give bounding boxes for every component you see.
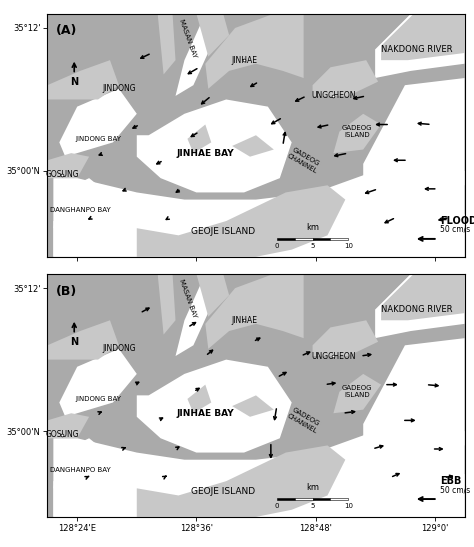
Text: UNGCHEON: UNGCHEON: [311, 352, 356, 360]
Text: JINDONG: JINDONG: [102, 84, 136, 93]
Text: NAKDONG RIVER: NAKDONG RIVER: [381, 45, 453, 54]
Text: JINHAE: JINHAE: [231, 56, 257, 65]
Text: km: km: [306, 483, 319, 492]
Polygon shape: [333, 374, 381, 413]
Text: JINDONG BAY: JINDONG BAY: [75, 396, 121, 402]
Polygon shape: [47, 413, 89, 438]
Polygon shape: [232, 135, 274, 156]
Text: UNGCHEON: UNGCHEON: [311, 91, 356, 101]
Polygon shape: [137, 445, 346, 517]
Text: JINHAE BAY: JINHAE BAY: [176, 409, 234, 418]
Text: GOSUNG: GOSUNG: [46, 170, 79, 179]
Bar: [295, 498, 312, 500]
Text: JINDONG: JINDONG: [102, 345, 136, 353]
Polygon shape: [375, 274, 465, 338]
Text: 10: 10: [344, 243, 353, 249]
Polygon shape: [54, 431, 465, 517]
Text: JINHAE BAY: JINHAE BAY: [176, 149, 234, 158]
Text: N: N: [70, 337, 78, 347]
Text: (A): (A): [56, 25, 78, 37]
Text: MASAN BAY: MASAN BAY: [178, 19, 197, 59]
Text: 0: 0: [274, 243, 279, 249]
Text: 50 cm/s: 50 cm/s: [440, 485, 470, 494]
Polygon shape: [363, 78, 465, 193]
Polygon shape: [137, 185, 346, 257]
Polygon shape: [158, 14, 175, 74]
Text: NAKDONG RIVER: NAKDONG RIVER: [381, 305, 453, 314]
Text: 5: 5: [310, 503, 315, 509]
Polygon shape: [381, 274, 465, 321]
Text: GEOJE ISLAND: GEOJE ISLAND: [191, 227, 255, 236]
Text: GADEOG
ISLAND: GADEOG ISLAND: [342, 125, 373, 138]
Text: JINDONG BAY: JINDONG BAY: [75, 136, 121, 142]
Text: 50 cm/s: 50 cm/s: [440, 225, 470, 234]
Polygon shape: [363, 338, 465, 452]
Polygon shape: [175, 14, 211, 96]
Polygon shape: [187, 125, 211, 153]
Polygon shape: [47, 60, 119, 100]
Text: (B): (B): [56, 284, 78, 298]
Text: DANGHANPO BAY: DANGHANPO BAY: [50, 468, 110, 474]
Text: GADEOG
CHANNEL: GADEOG CHANNEL: [286, 406, 321, 434]
Bar: [277, 238, 295, 240]
Polygon shape: [312, 321, 378, 356]
Polygon shape: [54, 214, 465, 257]
Bar: [312, 498, 330, 500]
Text: GADEOG
ISLAND: GADEOG ISLAND: [342, 385, 373, 398]
Polygon shape: [196, 14, 229, 56]
Polygon shape: [54, 438, 107, 488]
Polygon shape: [232, 395, 274, 417]
Text: 10: 10: [344, 503, 353, 509]
Polygon shape: [158, 274, 175, 335]
Text: 5: 5: [310, 243, 315, 249]
Polygon shape: [196, 274, 229, 317]
Polygon shape: [187, 385, 211, 413]
Bar: [330, 238, 348, 240]
Polygon shape: [137, 100, 292, 193]
Polygon shape: [59, 89, 137, 156]
Bar: [277, 498, 295, 500]
Polygon shape: [205, 14, 304, 89]
Text: FLOOD: FLOOD: [440, 216, 474, 226]
Text: GOSUNG: GOSUNG: [46, 430, 79, 439]
Polygon shape: [59, 349, 137, 417]
Text: 0: 0: [274, 503, 279, 509]
Text: GADEOG
CHANNEL: GADEOG CHANNEL: [286, 146, 321, 174]
Text: N: N: [70, 77, 78, 88]
Polygon shape: [54, 474, 465, 517]
Polygon shape: [175, 274, 211, 356]
Text: EBB: EBB: [440, 476, 462, 486]
Text: km: km: [306, 223, 319, 232]
Polygon shape: [47, 153, 89, 178]
Bar: [330, 498, 348, 500]
Polygon shape: [312, 60, 378, 96]
Polygon shape: [47, 321, 119, 359]
Polygon shape: [205, 274, 304, 349]
Polygon shape: [54, 171, 465, 257]
Polygon shape: [137, 359, 292, 452]
Text: MASAN BAY: MASAN BAY: [178, 278, 197, 319]
Bar: [295, 238, 312, 240]
Polygon shape: [333, 114, 381, 153]
Text: DANGHANPO BAY: DANGHANPO BAY: [50, 207, 110, 213]
Polygon shape: [381, 14, 465, 60]
Text: JINHAE: JINHAE: [231, 316, 257, 325]
Polygon shape: [375, 14, 465, 78]
Bar: [312, 238, 330, 240]
Text: GEOJE ISLAND: GEOJE ISLAND: [191, 487, 255, 496]
Polygon shape: [54, 178, 107, 228]
